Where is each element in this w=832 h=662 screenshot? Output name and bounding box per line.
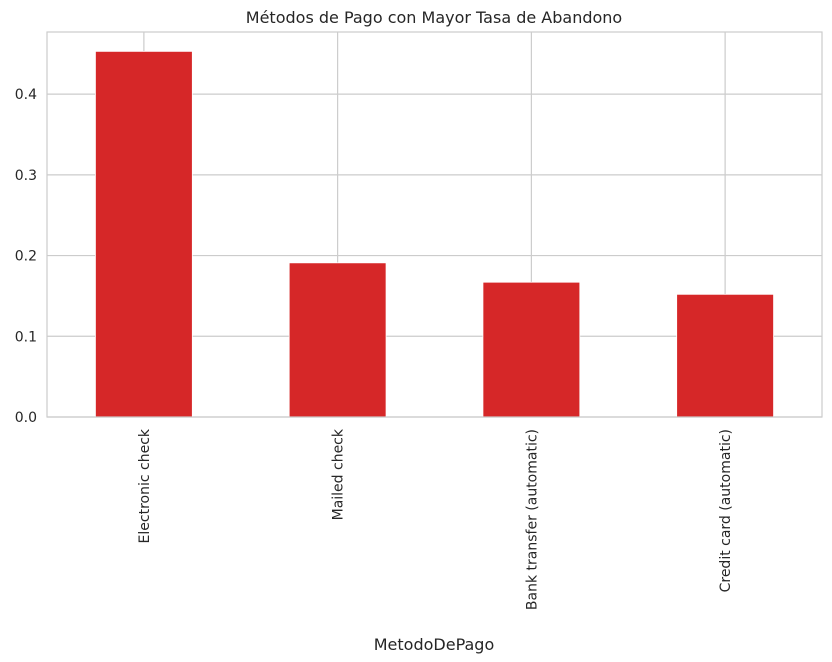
chart-title: Métodos de Pago con Mayor Tasa de Abando… (246, 8, 622, 27)
x-tick-label: Bank transfer (automatic) (524, 429, 540, 610)
x-tick-labels: Electronic check Mailed check Bank transfe… (137, 428, 734, 610)
plot-frame (46, 31, 823, 418)
x-tick-label: Electronic check (137, 428, 153, 543)
x-axis-label: MetodoDePago (374, 635, 495, 654)
y-tick-label: 0.4 (15, 87, 37, 103)
x-tick-label: Mailed check (331, 428, 347, 520)
bar (482, 281, 581, 418)
bar-layer (95, 50, 774, 418)
bar (95, 50, 193, 418)
y-tick-label: 0.3 (15, 168, 37, 184)
y-tick-label: 0.1 (15, 329, 37, 345)
y-tick-labels: 0.0 0.1 0.2 0.3 0.4 (15, 87, 37, 426)
x-tick-label: Credit card (automatic) (718, 429, 734, 592)
bar (676, 293, 774, 418)
bar (288, 262, 387, 418)
y-tick-label: 0.0 (15, 410, 37, 426)
y-tick-label: 0.2 (15, 249, 37, 265)
